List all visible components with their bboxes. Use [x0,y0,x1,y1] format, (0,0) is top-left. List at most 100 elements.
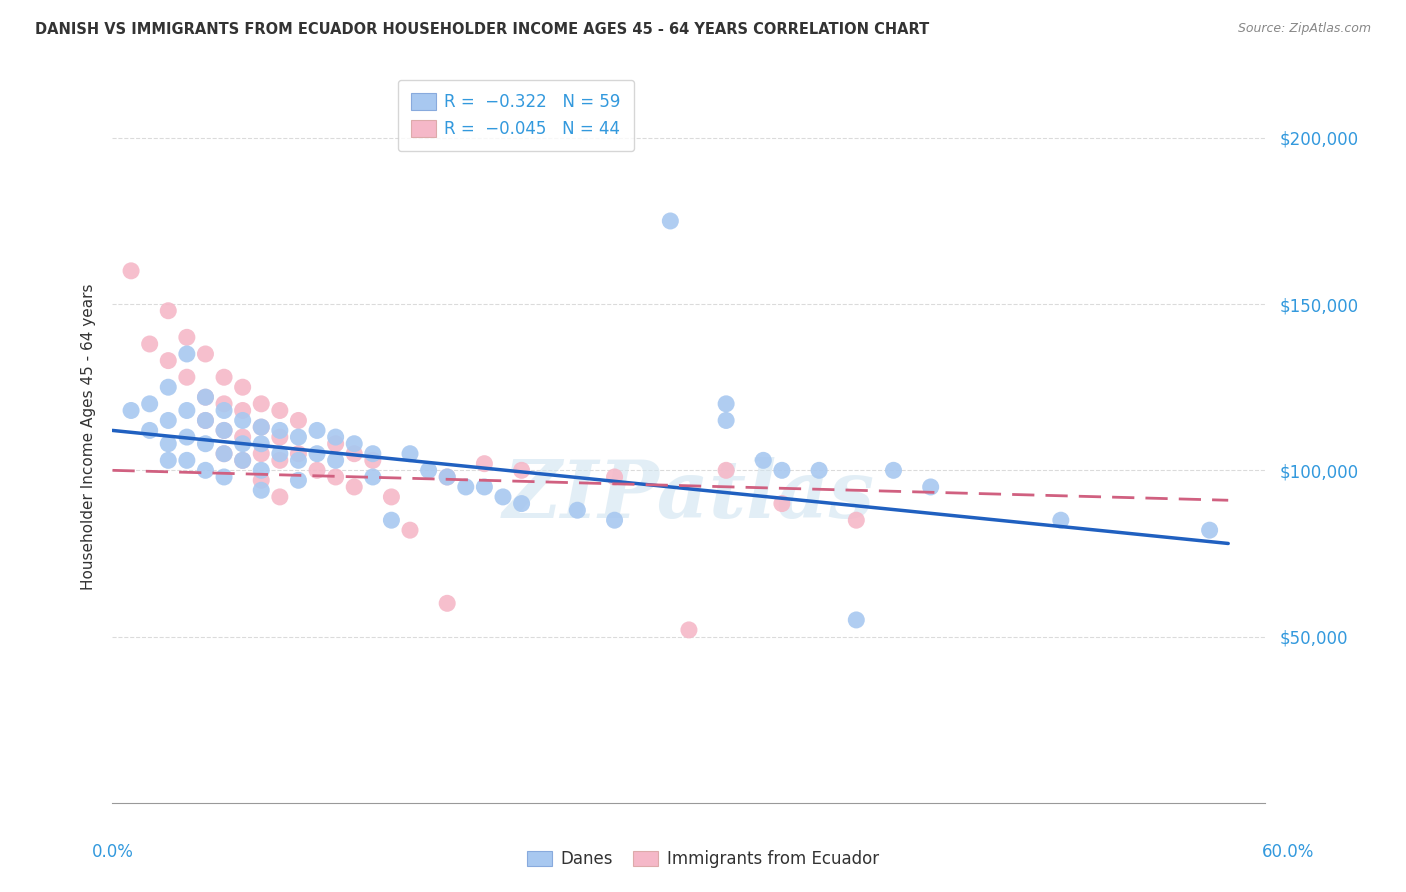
Point [380,513,402,527]
Point [176,370,198,384]
Point [510,497,533,511]
Point [194,390,217,404]
Point [176,330,198,344]
Point [287,453,309,467]
Point [212,370,235,384]
Point [120,403,142,417]
Point [176,403,198,417]
Point [361,470,384,484]
Point [212,424,235,438]
Point [250,397,273,411]
Point [361,453,384,467]
Point [474,457,496,471]
Point [250,473,273,487]
Point [474,480,496,494]
Point [138,397,160,411]
Point [250,463,273,477]
Point [212,447,235,461]
Point [343,447,366,461]
Point [232,380,254,394]
Point [714,413,737,427]
Point [176,347,198,361]
Point [194,413,217,427]
Point [714,463,737,477]
Point [138,337,160,351]
Point [194,347,217,361]
Point [232,413,254,427]
Legend: Danes, Immigrants from Ecuador: Danes, Immigrants from Ecuador [520,844,886,875]
Point [212,424,235,438]
Point [882,463,904,477]
Point [120,264,142,278]
Point [436,470,458,484]
Text: Source: ZipAtlas.com: Source: ZipAtlas.com [1237,22,1371,36]
Y-axis label: Householder Income Ages 45 - 64 years: Householder Income Ages 45 - 64 years [80,284,96,591]
Legend: R =  −0.322   N = 59, R =  −0.045   N = 44: R = −0.322 N = 59, R = −0.045 N = 44 [398,79,634,151]
Text: DANISH VS IMMIGRANTS FROM ECUADOR HOUSEHOLDER INCOME AGES 45 - 64 YEARS CORRELAT: DANISH VS IMMIGRANTS FROM ECUADOR HOUSEH… [35,22,929,37]
Point [325,470,347,484]
Point [325,436,347,450]
Point [287,447,309,461]
Point [325,430,347,444]
Point [808,463,831,477]
Point [269,447,291,461]
Point [343,480,366,494]
Point [157,380,180,394]
Point [269,403,291,417]
Point [157,436,180,450]
Point [399,523,422,537]
Point [770,497,793,511]
Point [325,453,347,467]
Point [212,447,235,461]
Point [232,453,254,467]
Point [305,447,328,461]
Point [194,463,217,477]
Text: 0.0%: 0.0% [91,843,134,861]
Point [287,473,309,487]
Point [157,303,180,318]
Point [659,214,682,228]
Point [194,436,217,450]
Point [510,463,533,477]
Text: ZIPatlas: ZIPatlas [503,457,875,534]
Point [603,513,626,527]
Point [1198,523,1220,537]
Point [418,463,440,477]
Point [454,480,477,494]
Point [194,390,217,404]
Point [232,436,254,450]
Point [1050,513,1073,527]
Point [603,470,626,484]
Point [157,413,180,427]
Point [380,490,402,504]
Point [176,453,198,467]
Point [250,420,273,434]
Point [176,430,198,444]
Point [269,430,291,444]
Point [269,453,291,467]
Point [212,397,235,411]
Point [678,623,700,637]
Point [920,480,942,494]
Point [232,403,254,417]
Point [752,453,775,467]
Point [305,424,328,438]
Point [194,413,217,427]
Text: 60.0%: 60.0% [1263,843,1315,861]
Point [287,413,309,427]
Point [305,463,328,477]
Point [269,424,291,438]
Point [250,420,273,434]
Point [212,403,235,417]
Point [436,596,458,610]
Point [343,436,366,450]
Point [845,513,868,527]
Point [436,470,458,484]
Point [714,397,737,411]
Point [232,430,254,444]
Point [250,447,273,461]
Point [399,447,422,461]
Point [845,613,868,627]
Point [567,503,589,517]
Point [361,447,384,461]
